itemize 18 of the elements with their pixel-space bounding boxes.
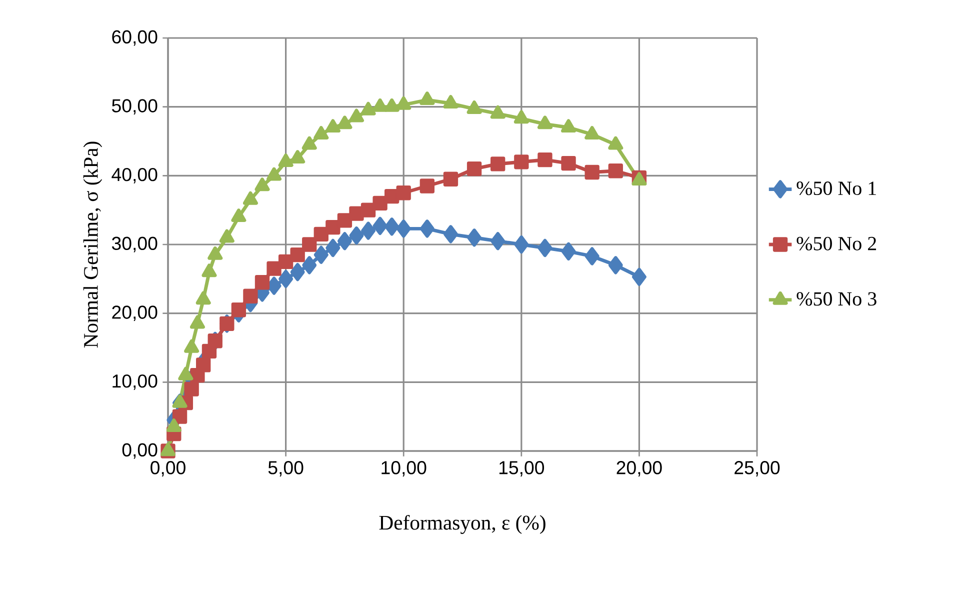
y-tick-label: 60,00 [112, 30, 158, 46]
x-tick-label: 20,00 [616, 461, 662, 476]
y-axis-title: Normal Gerilme, σ (kPa) [83, 142, 102, 348]
legend-label: %50 No 3 [796, 292, 876, 306]
x-tick-label: 10,00 [382, 461, 426, 476]
x-tick-label: 15,00 [499, 461, 544, 476]
x-tick-label: 5,00 [268, 461, 304, 476]
y-tick-label: 0,00 [122, 443, 158, 459]
y-tick-label: 30,00 [112, 236, 158, 252]
legend-label: %50 No 1 [796, 182, 876, 196]
y-tick-label: 20,00 [112, 306, 158, 322]
legend-label: %50 No 2 [796, 236, 876, 250]
y-tick-label: 40,00 [112, 168, 158, 184]
x-axis-title: Deformasyon, ε (%) [379, 514, 546, 534]
y-tick-label: 10,00 [112, 374, 158, 390]
x-tick-label: 25,00 [734, 461, 780, 476]
x-tick-label: 0,00 [150, 461, 186, 476]
y-tick-label: 50,00 [112, 99, 158, 115]
